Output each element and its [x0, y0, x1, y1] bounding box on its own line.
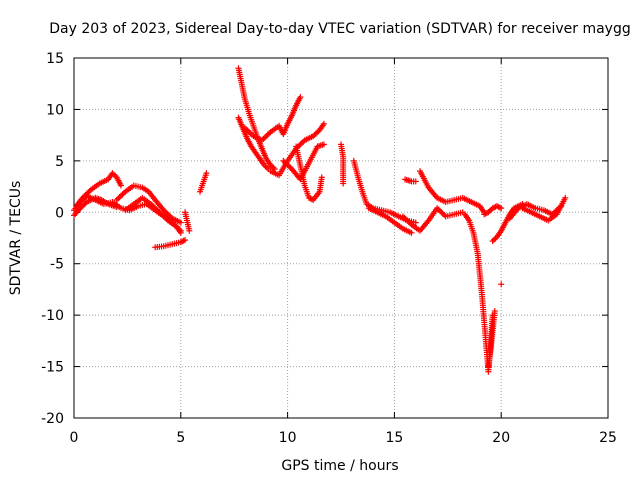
y-tick-label: -10: [41, 308, 64, 324]
data-point: [177, 229, 184, 236]
x-tick-label: 10: [279, 430, 297, 446]
data-point: [491, 308, 498, 315]
y-tick-label: 5: [55, 154, 64, 170]
x-tick-label: 0: [70, 430, 79, 446]
data-point: [182, 237, 189, 244]
y-tick-label: 15: [46, 51, 64, 67]
data-point: [247, 130, 254, 137]
axis-ticks: 0 5 10 15 20 25 -20 -15 -10 -5 0 5 10 15: [41, 51, 617, 446]
data-point: [436, 207, 443, 214]
x-tick-label: 20: [492, 430, 510, 446]
data-point: [179, 238, 186, 245]
data-point: [438, 209, 445, 216]
data-point: [264, 131, 271, 138]
x-tick-label: 15: [385, 430, 403, 446]
data-point: [489, 238, 496, 245]
data-point: [177, 219, 184, 226]
data-point: [318, 174, 325, 181]
data-point: [412, 178, 419, 185]
data-point: [186, 227, 193, 234]
data-point: [441, 212, 448, 219]
data-point: [320, 120, 327, 127]
data-point: [320, 141, 327, 148]
data-point: [491, 236, 498, 243]
data-points: [71, 65, 569, 375]
data-point: [113, 204, 120, 211]
data-point: [298, 140, 305, 147]
data-point: [340, 180, 347, 187]
y-tick-label: -15: [41, 360, 64, 376]
y-tick-label: 0: [55, 205, 64, 221]
data-point: [203, 170, 210, 177]
y-tick-label: -20: [41, 411, 64, 427]
data-point: [117, 182, 124, 189]
data-point: [297, 94, 304, 101]
data-point: [408, 229, 415, 236]
data-point: [116, 194, 123, 201]
data-point: [263, 133, 270, 140]
y-tick-label: -5: [50, 257, 64, 273]
plot-frame: [73, 57, 609, 419]
y-tick-label: 10: [46, 102, 64, 118]
data-point: [562, 194, 569, 201]
data-point: [496, 204, 503, 211]
y-axis-label: SDTVAR / TECUs: [8, 181, 24, 296]
x-tick-label: 25: [599, 430, 617, 446]
data-point: [246, 129, 253, 136]
data-point: [412, 219, 419, 226]
data-point: [115, 195, 122, 202]
data-point: [117, 192, 124, 199]
data-point: [119, 191, 126, 198]
data-point: [260, 135, 267, 142]
data-point: [498, 205, 505, 212]
grid-lines: [74, 58, 608, 418]
data-point: [498, 281, 505, 288]
data-point: [495, 203, 502, 210]
chart-title: Day 203 of 2023, Sidereal Day-to-day VTE…: [49, 21, 631, 37]
x-tick-label: 5: [176, 430, 185, 446]
x-axis-label: GPS time / hours: [281, 458, 398, 474]
